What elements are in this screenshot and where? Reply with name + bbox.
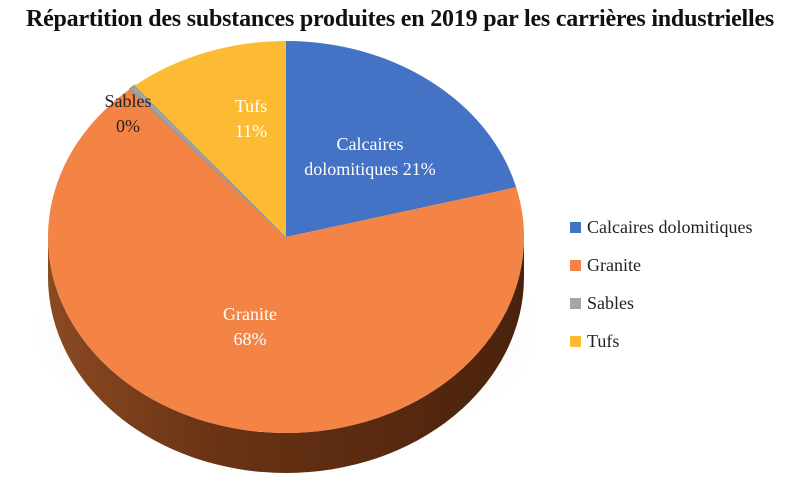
legend-swatch — [570, 221, 581, 233]
legend-label: Calcaires dolomitiques — [587, 216, 753, 237]
legend-item-sables: Sables — [570, 284, 752, 322]
pie-slice-tufs — [134, 41, 286, 237]
legend-item-granite: Granite — [570, 246, 752, 284]
legend-label: Granite — [587, 254, 641, 275]
slice-label-granite: Granite 68% — [223, 304, 277, 349]
legend-swatch — [570, 297, 581, 309]
slice-label-tufs: Tufs 11% — [235, 96, 267, 141]
chart-title: Répartition des substances produites en … — [25, 6, 775, 32]
pie-side-wall — [48, 237, 524, 473]
slice-label-calcaires-dolomitiques: Calcaires dolomitiques 21% — [304, 134, 436, 179]
legend-label: Sables — [587, 292, 634, 313]
pie-slice-calcaires-dolomitiques — [286, 41, 517, 237]
legend-label: Tufs — [587, 330, 620, 351]
legend-item-tufs: Tufs — [570, 322, 752, 360]
legend-swatch — [570, 335, 581, 347]
pie-slice-granite — [47, 88, 524, 434]
slice-label-sables: Sables 0% — [105, 91, 152, 136]
legend-item-calcaires: Calcaires dolomitiques — [570, 208, 752, 246]
legend-swatch — [570, 259, 581, 271]
pie-slice-sables — [128, 84, 287, 238]
legend: Calcaires dolomitiques Granite Sables Tu… — [570, 208, 752, 360]
